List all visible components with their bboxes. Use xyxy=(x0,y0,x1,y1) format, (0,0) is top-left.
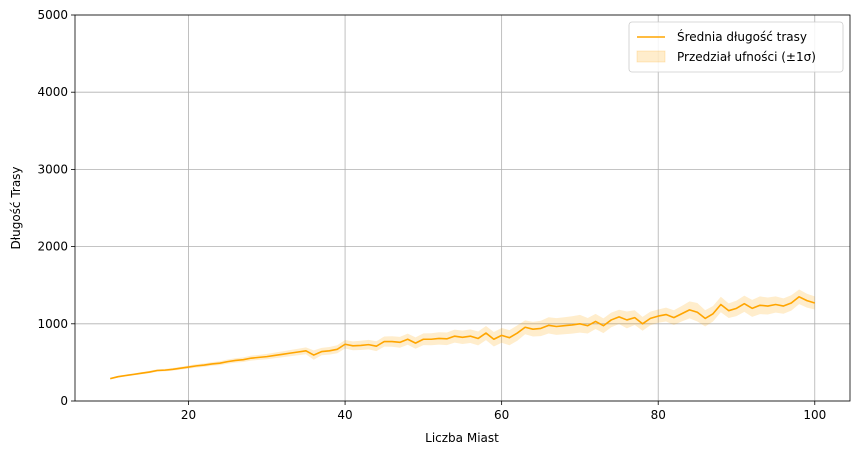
confidence-band xyxy=(110,289,815,380)
legend-entry-band: Przedział ufności (±1σ) xyxy=(677,50,816,64)
y-tick-label: 0 xyxy=(60,394,68,408)
legend-entry-mean: Średnia długość trasy xyxy=(677,29,807,44)
y-tick-label: 4000 xyxy=(37,85,68,99)
mean-line-layer xyxy=(110,295,815,380)
legend-band-swatch xyxy=(636,50,666,63)
y-tick-label: 3000 xyxy=(37,162,68,176)
x-axis-label: Liczba Miast xyxy=(425,431,499,445)
plot-frame xyxy=(74,14,851,402)
x-tick-label: 40 xyxy=(337,408,352,422)
y-tick-label: 1000 xyxy=(37,317,68,331)
y-tick-label: 2000 xyxy=(37,240,68,254)
confidence-band-layer xyxy=(110,289,815,380)
legend-box xyxy=(628,21,844,73)
x-tick-label: 100 xyxy=(803,408,826,422)
y-axis-ticks: 0 1000 2000 3000 4000 5000 xyxy=(37,8,75,408)
x-tick-label: 60 xyxy=(494,408,509,422)
x-tick-label: 80 xyxy=(651,408,666,422)
x-axis-ticks: 20 40 60 80 100 xyxy=(181,401,826,422)
y-axis-label: Długość Trasy xyxy=(9,166,23,249)
x-tick-label: 20 xyxy=(181,408,196,422)
y-tick-label: 5000 xyxy=(37,8,68,22)
legend: Średnia długość trasy Przedział ufności … xyxy=(628,21,844,73)
mean-line xyxy=(110,295,815,380)
